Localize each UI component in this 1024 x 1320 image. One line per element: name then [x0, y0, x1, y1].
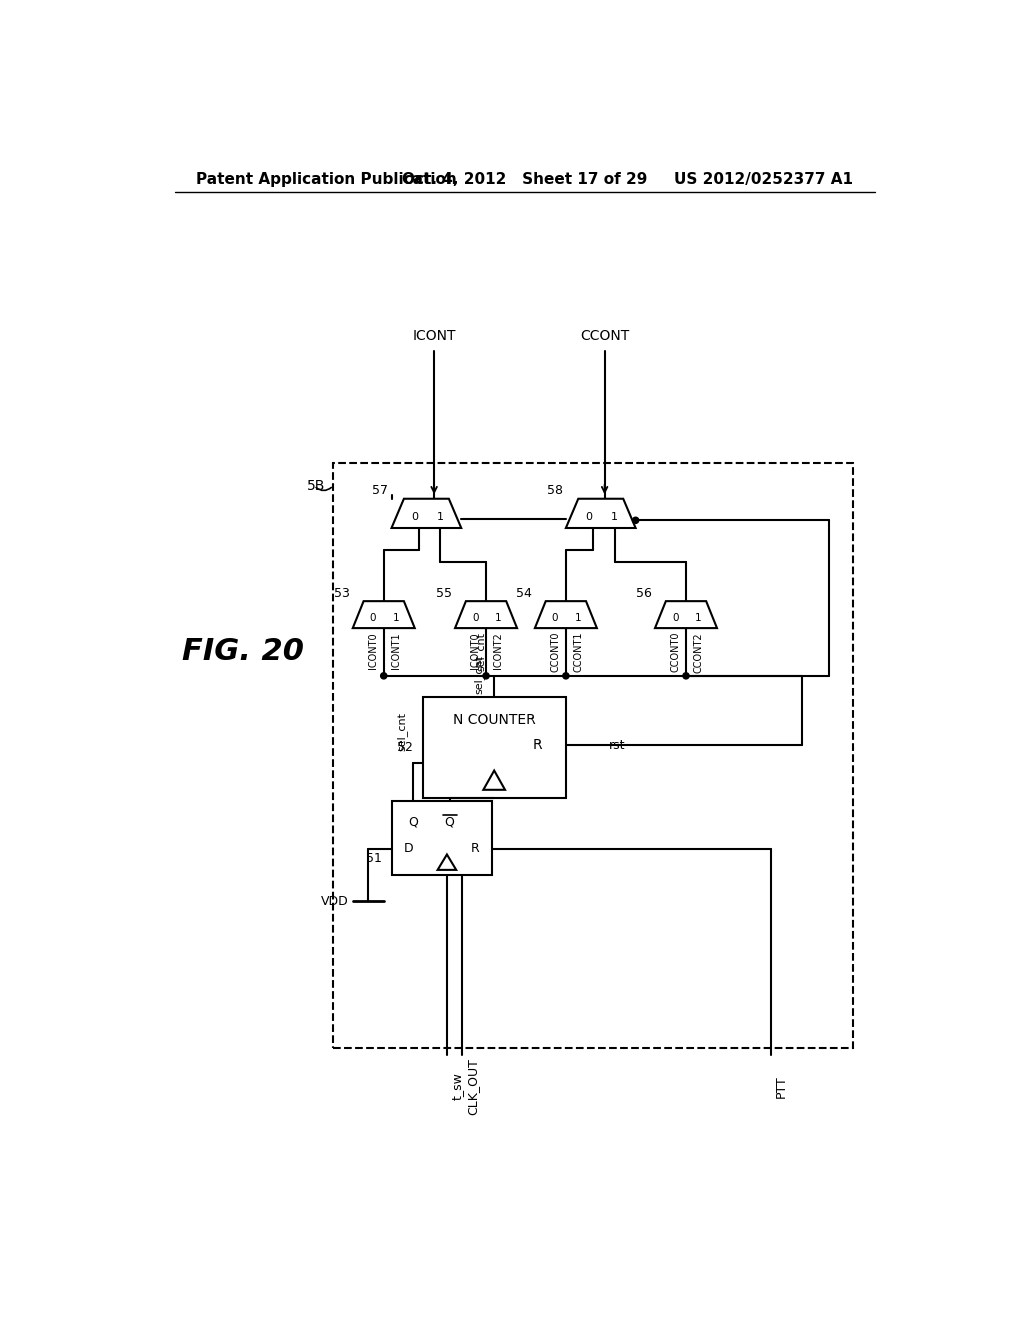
- Text: 0: 0: [552, 612, 558, 623]
- Circle shape: [483, 673, 489, 678]
- Text: 0: 0: [672, 612, 678, 623]
- Text: 1: 1: [611, 512, 618, 523]
- Text: 54: 54: [516, 586, 531, 599]
- Text: 56: 56: [636, 586, 652, 599]
- Polygon shape: [535, 601, 597, 628]
- Text: 0: 0: [412, 512, 418, 523]
- Polygon shape: [655, 601, 717, 628]
- Text: t_sw: t_sw: [451, 1072, 464, 1100]
- Polygon shape: [455, 601, 517, 628]
- Text: rst: rst: [608, 739, 625, 752]
- Text: sel_cnt: sel_cnt: [475, 632, 486, 671]
- Text: 51: 51: [367, 853, 382, 866]
- Text: PTT: PTT: [775, 1074, 788, 1098]
- Text: 5B: 5B: [307, 479, 326, 492]
- Circle shape: [683, 673, 689, 678]
- Text: US 2012/0252377 A1: US 2012/0252377 A1: [675, 172, 853, 186]
- Text: 53: 53: [334, 586, 349, 599]
- Text: 0: 0: [586, 512, 593, 523]
- Text: 0: 0: [472, 612, 478, 623]
- Text: CLK_OUT: CLK_OUT: [466, 1057, 479, 1114]
- Text: CCONT0: CCONT0: [550, 632, 560, 672]
- Circle shape: [633, 517, 639, 524]
- Text: Patent Application Publication: Patent Application Publication: [197, 172, 457, 186]
- Text: 52: 52: [397, 741, 414, 754]
- Circle shape: [563, 673, 569, 678]
- Bar: [391, 801, 493, 875]
- Text: ICONT0: ICONT0: [368, 632, 378, 668]
- Text: 1: 1: [496, 612, 502, 623]
- Text: CCONT: CCONT: [580, 329, 630, 343]
- Text: sel_cnt: sel_cnt: [396, 713, 407, 751]
- Text: CCONT0: CCONT0: [670, 632, 680, 672]
- Bar: [334, 462, 853, 1048]
- Polygon shape: [566, 499, 636, 528]
- Text: N COUNTER: N COUNTER: [453, 713, 536, 727]
- Text: FIG. 20: FIG. 20: [181, 636, 304, 665]
- Text: 58: 58: [547, 484, 563, 498]
- Circle shape: [381, 673, 387, 678]
- Text: R: R: [532, 738, 542, 752]
- Polygon shape: [352, 601, 415, 628]
- Text: VDD: VDD: [322, 895, 349, 908]
- Text: CCONT1: CCONT1: [573, 632, 584, 672]
- Bar: [423, 697, 566, 797]
- Text: ICONT1: ICONT1: [391, 632, 401, 668]
- Text: D: D: [403, 842, 414, 855]
- Text: Q: Q: [444, 816, 455, 829]
- Text: 1: 1: [393, 612, 399, 623]
- Text: R: R: [471, 842, 479, 855]
- Text: Oct. 4, 2012   Sheet 17 of 29: Oct. 4, 2012 Sheet 17 of 29: [402, 172, 647, 186]
- Text: 1: 1: [437, 512, 443, 523]
- Text: 0: 0: [370, 612, 376, 623]
- Text: 57: 57: [373, 484, 388, 498]
- Text: 1: 1: [695, 612, 701, 623]
- Text: ICONT2: ICONT2: [494, 632, 504, 669]
- Text: CCONT2: CCONT2: [693, 632, 703, 673]
- Text: ICONT0: ICONT0: [470, 632, 480, 668]
- Text: 55: 55: [436, 586, 452, 599]
- Text: ICONT: ICONT: [413, 329, 456, 343]
- Text: 1: 1: [574, 612, 582, 623]
- Text: Q: Q: [409, 816, 418, 829]
- Text: sel_cnt: sel_cnt: [474, 655, 485, 694]
- Polygon shape: [391, 499, 461, 528]
